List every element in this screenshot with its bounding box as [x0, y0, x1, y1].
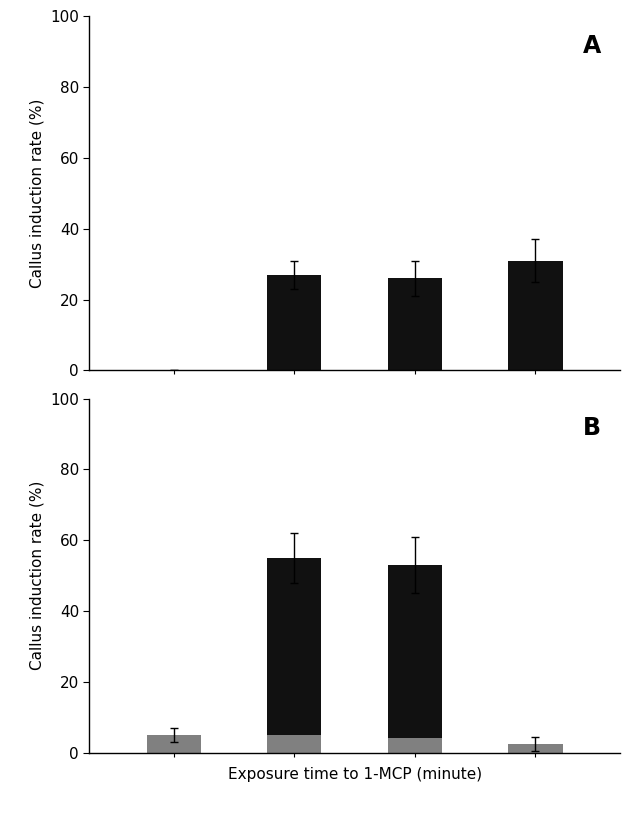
- Bar: [267, 558, 321, 735]
- Bar: [388, 278, 442, 371]
- Text: A: A: [583, 34, 601, 58]
- Text: B: B: [583, 416, 601, 440]
- Bar: [147, 735, 201, 753]
- Y-axis label: Callus induction rate (%): Callus induction rate (%): [29, 481, 45, 670]
- Bar: [509, 744, 562, 753]
- Bar: [267, 275, 321, 371]
- Bar: [509, 261, 562, 371]
- Bar: [267, 735, 321, 753]
- Bar: [388, 739, 442, 753]
- Bar: [388, 565, 442, 739]
- Y-axis label: Callus induction rate (%): Callus induction rate (%): [29, 99, 45, 288]
- X-axis label: Exposure time to 1-MCP (minute): Exposure time to 1-MCP (minute): [227, 767, 482, 782]
